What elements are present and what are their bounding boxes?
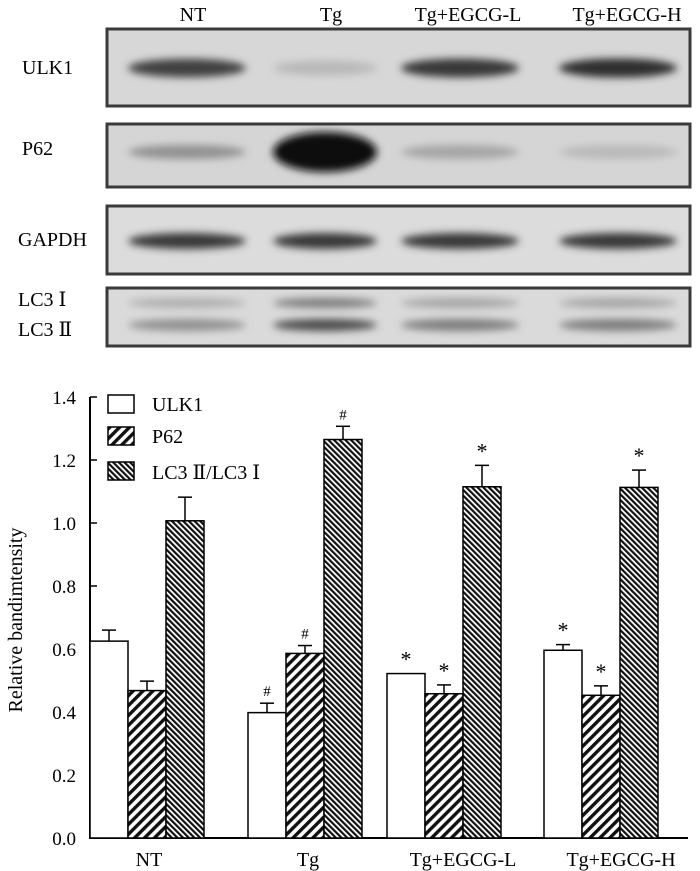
blot-band bbox=[401, 145, 519, 159]
band-group bbox=[128, 132, 677, 172]
band-group bbox=[128, 298, 677, 331]
y-tick-label: 0.6 bbox=[52, 640, 76, 661]
significance-mark: * bbox=[596, 659, 607, 684]
x-tick-label: Tg+EGCG-H bbox=[566, 849, 675, 871]
blot-row-label: GAPDH bbox=[18, 229, 87, 251]
bar bbox=[247, 711, 287, 839]
blot-band bbox=[128, 58, 246, 78]
bar bbox=[323, 438, 363, 839]
blot-row-label: LC3 Ⅱ bbox=[18, 319, 72, 341]
legend-label: LC3 Ⅱ/LC3 Ⅰ bbox=[152, 462, 260, 484]
x-category-labels: NT Tg Tg+EGCG-L Tg+EGCG-H bbox=[136, 849, 676, 871]
legend-label: P62 bbox=[152, 426, 183, 448]
blot-row-label: LC3 Ⅰ bbox=[18, 289, 66, 311]
bar bbox=[619, 486, 659, 839]
bar bbox=[424, 692, 464, 839]
significance-mark: * bbox=[401, 647, 412, 672]
lane-label: NT bbox=[180, 4, 207, 26]
blot-band bbox=[559, 319, 677, 331]
y-tick-label: 0.8 bbox=[52, 577, 76, 598]
blot-band bbox=[559, 298, 677, 308]
legend-swatch bbox=[107, 426, 135, 446]
significance-mark: # bbox=[339, 407, 347, 423]
y-tick-label: 1.4 bbox=[52, 388, 76, 409]
y-axis-label: Relative bandimtensity bbox=[5, 528, 27, 713]
blot-band bbox=[401, 233, 519, 249]
lane-label: Tg bbox=[320, 4, 342, 26]
legend-swatch bbox=[107, 394, 135, 414]
significance-marks: # * * # * * # * * bbox=[263, 407, 644, 700]
y-tick-label: 0.2 bbox=[52, 766, 76, 787]
blot-band bbox=[273, 132, 377, 172]
bar-chart: Relative bandimtensity 0.0 0.2 0.4 0.6 0… bbox=[5, 388, 688, 871]
x-tick-label: Tg+EGCG-L bbox=[410, 849, 517, 871]
y-tick-label: 0.0 bbox=[52, 829, 76, 850]
lane-label: Tg+EGCG-H bbox=[572, 4, 681, 26]
bar bbox=[581, 694, 621, 839]
significance-mark: * bbox=[439, 658, 450, 683]
blot-row-label: ULK1 bbox=[22, 57, 73, 79]
band-group bbox=[128, 58, 677, 78]
blot-band bbox=[128, 319, 246, 331]
y-tick-label: 1.0 bbox=[52, 514, 76, 535]
significance-mark: # bbox=[301, 627, 309, 643]
bar bbox=[165, 520, 205, 839]
blot-band bbox=[401, 319, 519, 331]
legend-label: ULK1 bbox=[152, 394, 203, 416]
bars bbox=[89, 438, 659, 839]
blot-lane-labels: NT Tg Tg+EGCG-L Tg+EGCG-H bbox=[180, 4, 682, 26]
blot-band bbox=[128, 145, 246, 159]
blot-band bbox=[273, 298, 377, 308]
blot-band bbox=[273, 233, 377, 249]
bar bbox=[386, 672, 426, 839]
blot-band bbox=[273, 60, 377, 76]
lane-label: Tg+EGCG-L bbox=[415, 4, 522, 26]
y-tick-label: 1.2 bbox=[52, 451, 76, 472]
legend: ULK1 P62 LC3 Ⅱ/LC3 Ⅰ bbox=[107, 394, 260, 484]
y-ticks: 0.0 0.2 0.4 0.6 0.8 1.0 1.2 1.4 bbox=[52, 388, 76, 850]
blot-membrane bbox=[105, 286, 692, 348]
blot-band bbox=[128, 298, 246, 308]
bar bbox=[127, 689, 167, 839]
legend-swatch bbox=[107, 461, 135, 481]
error-bars bbox=[102, 425, 646, 713]
blot-band bbox=[128, 233, 246, 249]
x-tick-label: Tg bbox=[297, 849, 319, 871]
significance-mark: * bbox=[477, 438, 488, 463]
western-blot: NT Tg Tg+EGCG-L Tg+EGCG-H ULK1 P62 GAPDH… bbox=[18, 4, 692, 348]
blot-band bbox=[559, 145, 677, 159]
bar bbox=[543, 649, 583, 839]
bar bbox=[89, 640, 129, 839]
significance-mark: * bbox=[558, 618, 569, 643]
significance-mark: # bbox=[263, 684, 271, 700]
bar bbox=[462, 486, 502, 839]
bar bbox=[285, 652, 325, 839]
x-tick-label: NT bbox=[136, 849, 163, 871]
blot-band bbox=[401, 58, 519, 78]
blot-row-label: P62 bbox=[22, 138, 53, 160]
blot-band bbox=[273, 319, 377, 331]
y-tick-label: 0.4 bbox=[52, 703, 76, 724]
blot-band bbox=[559, 233, 677, 249]
band-group bbox=[128, 233, 677, 249]
blot-band bbox=[559, 58, 677, 78]
significance-mark: * bbox=[634, 443, 645, 468]
blot-band bbox=[401, 298, 519, 308]
